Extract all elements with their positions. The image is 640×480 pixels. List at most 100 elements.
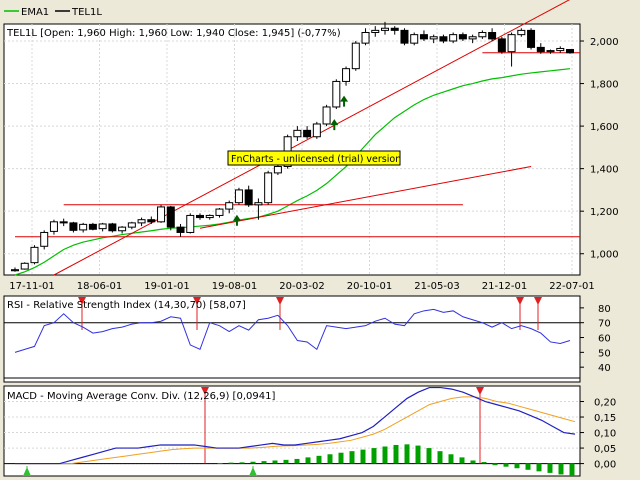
price-x-tick-label: 20-10-01	[347, 281, 392, 292]
candle-body	[566, 49, 574, 54]
price-x-tick-label: 19-08-01	[212, 281, 257, 292]
macd-histogram-bar	[514, 463, 520, 469]
candle-body	[166, 206, 175, 228]
rsi-down-marker-icon	[78, 297, 86, 305]
macd-title: MACD - Moving Average Conv. Div. (12,26,…	[7, 391, 275, 402]
candlestick-series	[11, 21, 574, 272]
buy-arrow-icon	[330, 119, 339, 131]
price-x-tick-label: 22-07-01	[549, 281, 594, 292]
macd-histogram-bar	[272, 460, 278, 464]
candle-body	[419, 34, 428, 40]
macd-histogram-bar	[217, 462, 223, 464]
macd-histogram-bar	[481, 462, 487, 464]
candle-body	[332, 80, 341, 108]
candle-body	[536, 46, 545, 53]
macd-histogram-bar	[228, 462, 234, 464]
price-y-tick-label: 1,600	[590, 122, 619, 133]
candle-body	[244, 189, 253, 206]
macd-histogram-bar	[305, 457, 311, 464]
candle-body	[30, 246, 39, 264]
candle-body	[59, 221, 68, 224]
trial-watermark: FnCharts - unlicensed (trial) version	[227, 150, 401, 166]
candle-body	[118, 226, 127, 232]
price-y-tick-label: 1,800	[590, 80, 619, 91]
candle-body	[556, 47, 565, 52]
macd-histogram-bar	[470, 460, 476, 464]
candle-body	[20, 262, 29, 270]
trend-line	[199, 166, 532, 229]
candle-body	[381, 27, 389, 31]
macd-histogram-bar	[349, 451, 355, 464]
rsi-y-tick-label: 80	[598, 304, 611, 315]
candle-body	[458, 34, 467, 40]
price-x-tick-label: 18-06-01	[77, 281, 122, 292]
macd-histogram-bar	[547, 463, 553, 473]
price-x-tick-label: 21-12-01	[482, 281, 527, 292]
candle-body	[342, 68, 351, 82]
macd-y-tick-label: 0,05	[594, 444, 616, 455]
candle-body	[254, 202, 263, 206]
candle-body	[137, 219, 146, 224]
rsi-y-tick-label: 60	[598, 334, 611, 345]
candle-body	[410, 34, 419, 44]
macd-histogram-bar	[569, 463, 575, 476]
macd-histogram-bar	[503, 463, 509, 467]
support-resistance-lines	[15, 52, 580, 238]
candle-body	[176, 226, 185, 233]
price-plot-area	[3, 23, 581, 276]
rsi-series	[14, 308, 571, 353]
trial-watermark-box	[227, 150, 401, 166]
macd-histogram-bar	[393, 444, 399, 464]
candle-body	[69, 222, 78, 231]
macd-signal-series	[15, 396, 576, 465]
macd-histogram-bar	[338, 452, 344, 464]
macd-histogram-bar	[294, 458, 300, 464]
candle-body	[371, 29, 380, 34]
price-x-tick-label: 21-05-03	[414, 281, 459, 292]
macd-up-marker-icon	[23, 467, 31, 476]
macd-histogram-bar	[437, 451, 443, 464]
candle-body	[468, 36, 477, 40]
price-y-tick-label: 1,000	[590, 250, 619, 261]
macd-histogram-bar	[448, 454, 454, 464]
candle-body	[205, 214, 214, 219]
rsi-down-marker-icon	[534, 297, 542, 305]
candle-body	[303, 129, 312, 138]
legend-tel1l-label: TEL1L	[71, 7, 102, 18]
macd-histogram-bar	[382, 446, 388, 464]
legend-ema1-label: EMA1	[21, 7, 49, 18]
macd-histogram-bar	[536, 463, 542, 472]
candle-body	[527, 29, 536, 48]
rsi-plot-area	[3, 295, 581, 383]
price-y-tick-label: 1,200	[590, 207, 619, 218]
macd-y-tick-label: 0,15	[594, 413, 616, 424]
macd-down-marker-icon	[201, 387, 209, 395]
candle-body	[322, 106, 331, 125]
candle-body	[517, 29, 526, 36]
buy-arrow-icon	[232, 214, 241, 226]
price-x-tick-label: 19-01-01	[144, 281, 189, 292]
rsi-signal-markers	[78, 297, 542, 330]
candle-body	[234, 189, 243, 204]
rsi-down-marker-icon	[516, 297, 524, 305]
candle-body	[147, 219, 156, 223]
price-panel: TEL1L [Open: 1,960 High: 1,960 Low: 1,94…	[3, 0, 619, 292]
candle-body	[429, 36, 438, 40]
price-y-tick-label: 2,000	[590, 37, 619, 48]
candle-body	[478, 32, 487, 38]
price-title: TEL1L [Open: 1,960 High: 1,960 Low: 1,94…	[6, 28, 341, 39]
macd-histogram-bar	[327, 454, 333, 464]
macd-y-tick-label: 0,20	[594, 398, 616, 409]
candle-body	[400, 29, 409, 44]
legend: EMA1 TEL1L	[4, 7, 102, 18]
candle-body	[196, 214, 204, 219]
macd-y-tick-label: 0,00	[594, 460, 616, 471]
candle-body	[361, 32, 370, 44]
candle-body	[157, 206, 166, 223]
price-y-axis: 1,000 1,200 1,400 1,600 1,800 2,000	[580, 37, 619, 261]
candle-body	[225, 202, 234, 210]
rsi-y-axis: 40 50 60 70 80	[580, 304, 611, 374]
rsi-panel: RSI - Relative Strength Index (14,30,70)…	[3, 295, 611, 383]
macd-histogram-bar	[404, 444, 410, 464]
